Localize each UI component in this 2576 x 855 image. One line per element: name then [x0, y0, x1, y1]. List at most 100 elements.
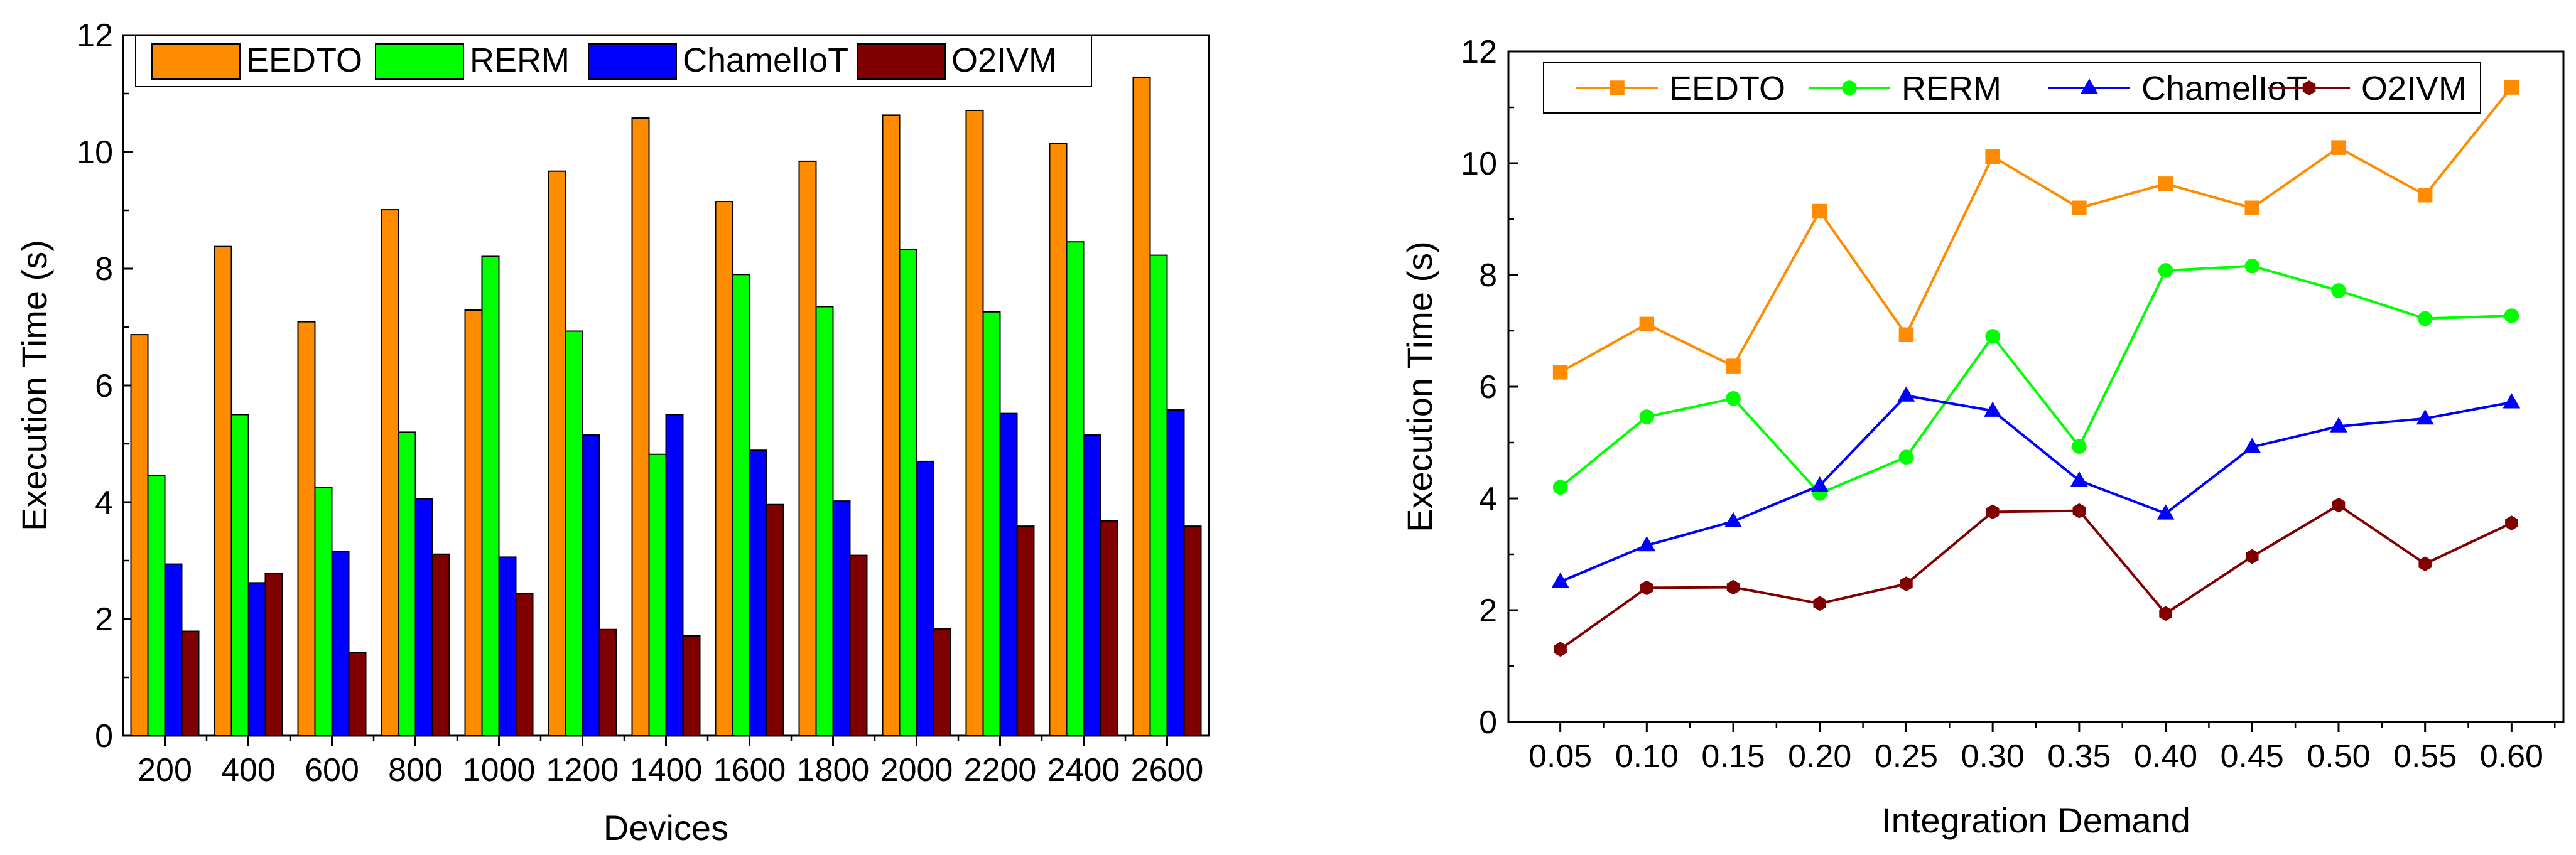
point-eedto [2331, 140, 2346, 155]
point-eedto [2158, 176, 2173, 191]
bar-chart: 0 2 4 6 8 10 12 200 400 600 800 1000 1200 1400 1600 180… [14, 18, 1210, 847]
x-tick-label: 0.05 [1529, 738, 1592, 775]
point-rerm [1552, 480, 1568, 495]
x-tick-label: 600 [305, 752, 359, 788]
bar-o2ivm [598, 628, 617, 736]
point-chameliot [1638, 536, 1656, 552]
bar-eedto [715, 201, 733, 736]
y-tick-label: 2 [95, 601, 113, 638]
point-o2ivm [2418, 556, 2432, 571]
bar-eedto [1049, 142, 1068, 737]
bar-chameliot [247, 582, 266, 737]
series-line-chameliot [1559, 394, 2512, 583]
legend-marker-eedto [1610, 80, 1625, 95]
bar-chameliot [999, 412, 1018, 736]
bar-rerm [230, 414, 249, 736]
bar-eedto [882, 114, 901, 737]
bar-o2ivm [181, 630, 200, 737]
point-eedto [2504, 80, 2519, 95]
bar-rerm [147, 475, 166, 736]
point-chameliot [2416, 409, 2434, 425]
y-tick-label: 0 [95, 718, 113, 755]
bar-rerm [899, 249, 917, 736]
point-rerm [2072, 439, 2087, 454]
point-o2ivm [1554, 642, 1567, 657]
bar-chameliot [665, 414, 684, 736]
point-o2ivm [1726, 579, 1740, 595]
series-line-eedto [1559, 86, 2513, 374]
point-rerm [2331, 283, 2346, 298]
bar-eedto [297, 321, 316, 736]
x-tick-label: 0.20 [1788, 738, 1851, 775]
bar-rerm [398, 431, 416, 737]
x-tick-label: 2200 [964, 752, 1037, 788]
x-tick-label: 0.50 [2307, 738, 2370, 775]
point-chameliot [1897, 386, 1915, 402]
x-tick-label: 0.40 [2134, 738, 2197, 775]
bar-o2ivm [849, 554, 868, 736]
x-tick-label: 0.30 [1961, 738, 2025, 775]
x-tick-label: 0.35 [2047, 738, 2111, 775]
bar-rerm [565, 330, 583, 736]
x-tick-label: 2600 [1131, 752, 1204, 788]
bar-o2ivm [933, 628, 951, 736]
bar-chameliot [1166, 409, 1185, 736]
legend-label: EEDTO [1669, 70, 1785, 107]
point-chameliot [2157, 504, 2175, 520]
bar-rerm [1149, 254, 1168, 736]
point-chameliot [1984, 401, 2002, 417]
legend-label: RERM [470, 41, 570, 79]
point-o2ivm [2072, 503, 2086, 519]
bar-rerm [732, 274, 750, 736]
legend-swatch-eedto [151, 43, 241, 80]
bar-eedto [464, 309, 483, 736]
point-rerm [1639, 409, 1655, 424]
legend-label: EEDTO [246, 41, 362, 79]
bar-eedto [1132, 76, 1151, 737]
x-axis-title: Integration Demand [1881, 800, 2190, 840]
y-tick-label: 12 [77, 18, 113, 54]
y-axis-title: Execution Time (s) [14, 240, 54, 531]
point-o2ivm [1640, 580, 1653, 596]
plot-frame [1507, 50, 2565, 723]
x-tick-label: 1000 [463, 752, 536, 788]
x-tick-label: 1400 [630, 752, 703, 788]
x-tick-label: 400 [221, 752, 276, 788]
bar-chameliot [832, 500, 851, 736]
legend-label: O2IVM [2361, 70, 2467, 107]
x-tick-label: 200 [138, 752, 192, 788]
point-eedto [2072, 200, 2087, 215]
bar-o2ivm [766, 503, 784, 736]
legend-marker-rerm [1842, 80, 1857, 95]
y-tick-label: 10 [1461, 146, 1497, 182]
point-rerm [2504, 308, 2519, 323]
y-tick-label: 6 [1479, 369, 1497, 406]
bar-o2ivm [431, 553, 450, 737]
point-rerm [2417, 311, 2433, 326]
point-chameliot [2330, 417, 2347, 433]
legend-swatch-o2ivm [857, 43, 946, 80]
bar-eedto [965, 109, 984, 737]
legend-marker-o2ivm [2302, 80, 2316, 95]
x-tick-label: 2000 [880, 752, 953, 788]
x-tick-label: 0.45 [2221, 738, 2284, 775]
bar-rerm [481, 255, 500, 737]
point-rerm [1898, 449, 1914, 465]
bar-chameliot [749, 449, 767, 736]
point-eedto [1639, 316, 1655, 332]
point-rerm [1985, 329, 2000, 344]
legend-label: ChamelIoT [683, 41, 848, 79]
x-tick-label: 1200 [546, 752, 619, 788]
point-chameliot [2070, 471, 2088, 487]
point-eedto [1812, 203, 1827, 219]
y-tick-label: 8 [95, 251, 113, 288]
bar-rerm [815, 306, 834, 736]
y-tick-label: 2 [1479, 593, 1497, 629]
legend-label: RERM [1902, 70, 2001, 107]
x-tick-label: 800 [388, 752, 443, 788]
bar-eedto [214, 245, 232, 737]
legend: EEDTO RERM ChamelIoT O2IVM [135, 35, 1092, 87]
bar-chameliot [582, 434, 600, 736]
x-tick-label: 1800 [797, 752, 870, 788]
